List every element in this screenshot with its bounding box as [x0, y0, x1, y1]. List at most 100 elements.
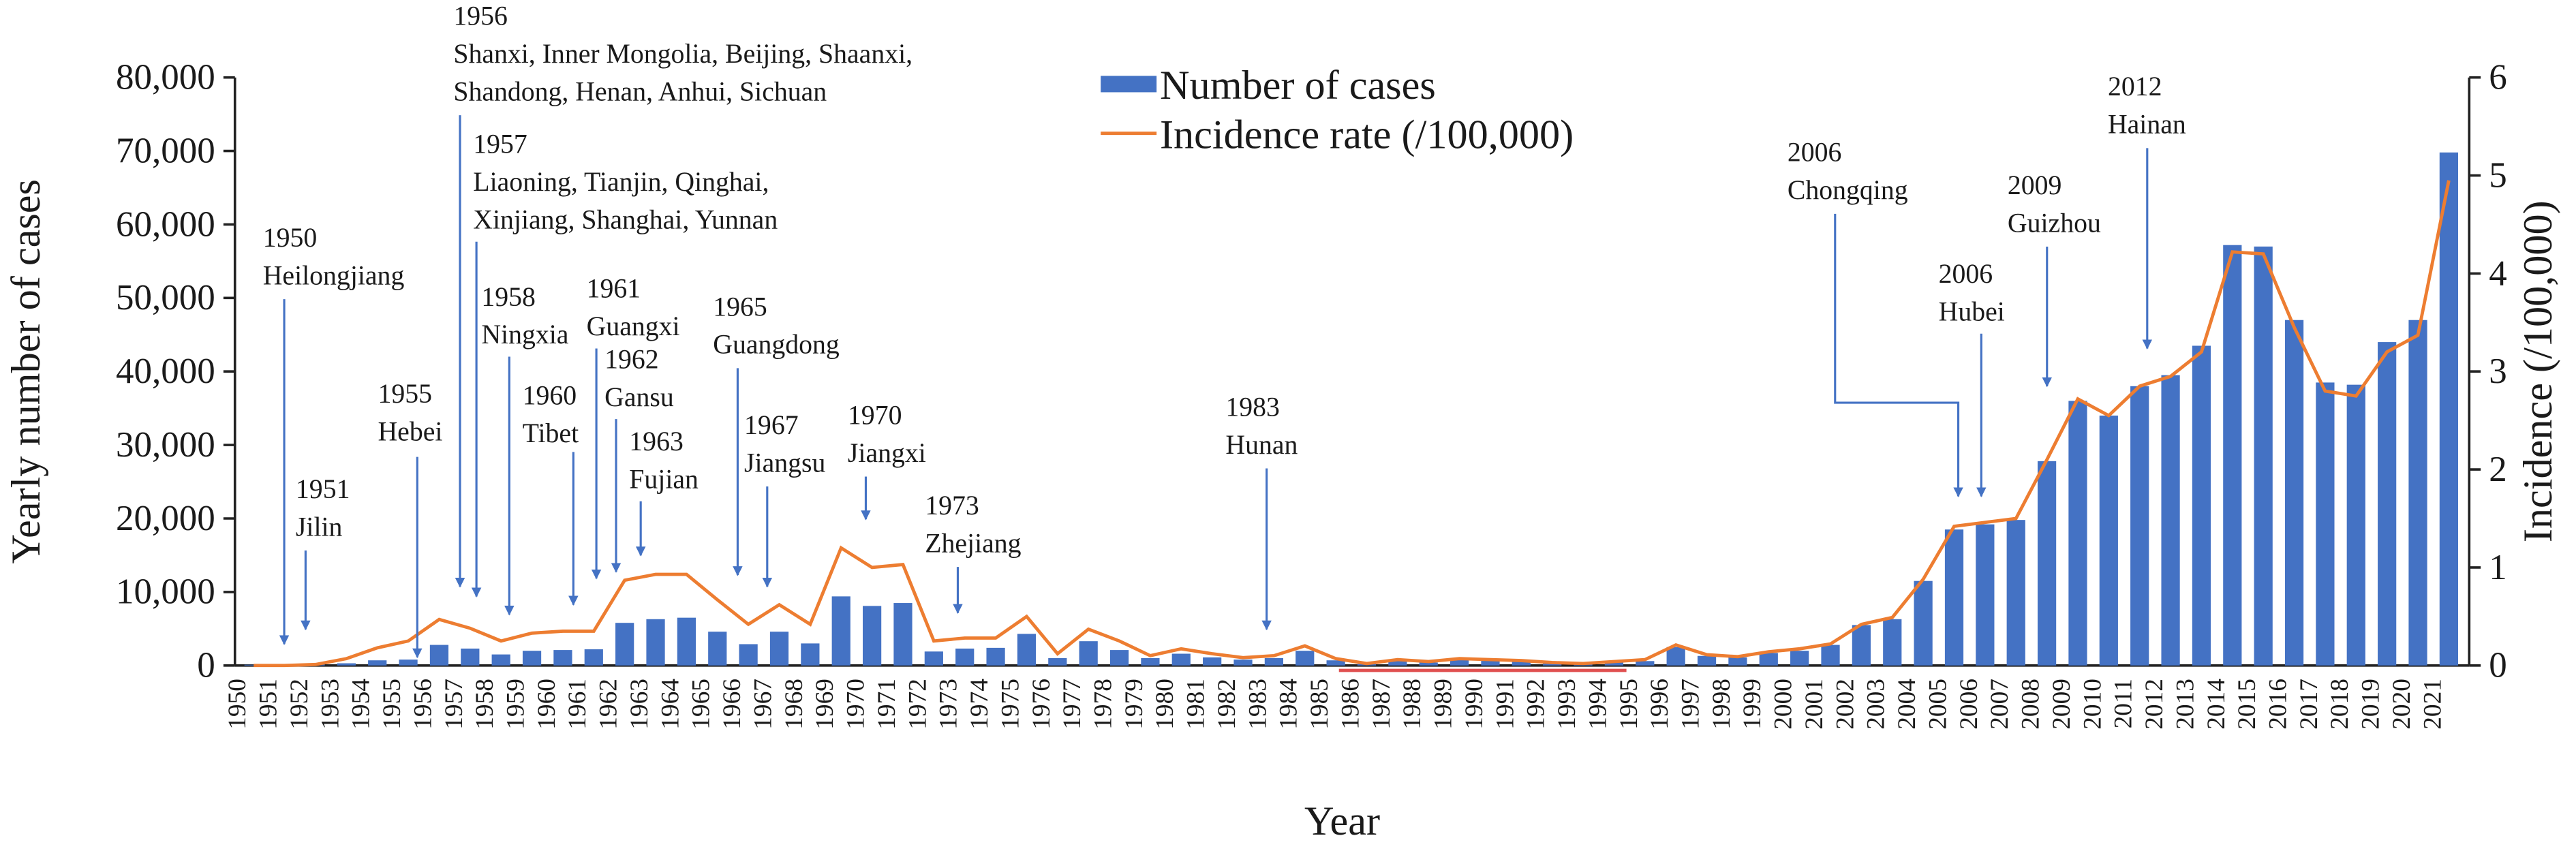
y-tick-label: 50,000 [116, 278, 215, 317]
x-tick-label: 1977 [1058, 679, 1086, 730]
annotation-text: Hunan [1225, 430, 1298, 460]
y-tick-label: 30,000 [116, 425, 215, 465]
bar [1636, 661, 1655, 666]
x-tick-label: 1986 [1336, 679, 1364, 730]
bar [1109, 650, 1129, 666]
x-tick-label: 1957 [440, 679, 468, 730]
bar [1821, 645, 1840, 666]
x-tick-label: 1975 [996, 679, 1024, 730]
bar [429, 645, 449, 666]
bar [1048, 657, 1067, 666]
bar [1295, 651, 1315, 666]
annotation-text: 1958 [481, 282, 536, 312]
y-tick-label: 60,000 [116, 204, 215, 244]
y2-axis-title: Incidence (/100,000) [2515, 200, 2561, 542]
x-tick-label: 1983 [1244, 679, 1272, 730]
annotation-text: 1956 [453, 1, 508, 31]
annotation-text: 2006 [1939, 259, 1993, 289]
annotation-text: 1970 [848, 400, 902, 430]
x-tick-label: 1979 [1120, 679, 1148, 730]
x-tick-label: 1959 [502, 679, 530, 730]
annotation-text: Shandong, Henan, Anhui, Sichuan [453, 76, 827, 106]
bar [862, 606, 882, 666]
y-tick-label: 40,000 [116, 352, 215, 391]
bar [801, 643, 820, 666]
x-tick-label: 1996 [1646, 679, 1674, 730]
x-tick-label: 1982 [1213, 679, 1241, 730]
x-tick-label: 1963 [626, 679, 654, 730]
annotation-text: Jiangxi [848, 438, 926, 468]
x-tick-label: 2017 [2295, 679, 2323, 730]
y-axis-title: Yearly number of cases [3, 179, 49, 563]
x-tick-label: 1987 [1368, 679, 1396, 730]
y-tick-label: 70,000 [116, 131, 215, 170]
annotation-text: Chongqing [1788, 175, 1908, 205]
x-tick-label: 2012 [2141, 679, 2168, 730]
x-tick-label: 1955 [378, 679, 406, 730]
bar [1852, 625, 1871, 666]
annotation-text: Zhejiang [925, 528, 1021, 558]
line [254, 180, 2451, 668]
y-tick-label: 10,000 [116, 572, 215, 612]
bar [1203, 657, 1222, 666]
bar [1233, 660, 1253, 666]
bar [1759, 653, 1778, 666]
x-tick-label: 1998 [1708, 679, 1736, 730]
annotation-text: 2012 [2108, 72, 2162, 102]
annotation-text: Hainan [2108, 110, 2186, 140]
annotation-text: Heilongjiang [263, 260, 405, 290]
bar [491, 654, 510, 666]
x-tick-label: 1960 [533, 679, 561, 730]
bar [677, 617, 696, 666]
annotation-text: Guizhou [2008, 208, 2101, 238]
legend-label: Number of cases [1160, 63, 1436, 108]
legend-swatch [1101, 76, 1157, 93]
x-tick-label: 1993 [1553, 679, 1581, 730]
x-tick-label: 2015 [2233, 679, 2261, 730]
x-tick-label: 1969 [811, 679, 839, 730]
annotation-text: 1963 [629, 427, 684, 456]
bar [739, 644, 758, 666]
x-tick-label: 1994 [1584, 679, 1612, 730]
bar [2316, 382, 2335, 666]
x-tick-label: 2016 [2264, 679, 2292, 730]
bar [2439, 152, 2458, 666]
x-tick-label: 1967 [749, 679, 777, 730]
x-tick-label: 2003 [1862, 679, 1890, 730]
x-tick-label: 1956 [409, 679, 437, 730]
bar [955, 648, 975, 666]
x-tick-label: 2000 [1770, 679, 1798, 730]
bar [1388, 661, 1407, 666]
x-tick-label: 1981 [1182, 679, 1210, 730]
bar [2284, 320, 2304, 666]
bar [1017, 634, 1037, 666]
x-tick-label: 1991 [1491, 679, 1519, 730]
bar [893, 603, 913, 666]
x-tick-label: 1990 [1460, 679, 1488, 730]
legend-label: Incidence rate (/100,000) [1160, 112, 1574, 157]
x-tick-label: 2005 [1924, 679, 1952, 730]
x-tick-label: 1974 [966, 679, 994, 730]
y2-tick-label: 5 [2489, 155, 2507, 195]
annotation-text: 2006 [1788, 138, 1842, 168]
annotation-text: Hubei [1939, 297, 2005, 327]
x-tick-label: 1950 [224, 679, 251, 730]
x-tick-label: 1973 [935, 679, 963, 730]
x-tick-label: 2014 [2203, 679, 2230, 730]
annotation-text: Tibet [523, 418, 579, 448]
annotation-text: 1951 [296, 474, 350, 504]
bar [1141, 657, 1160, 666]
y-tick-label: 0 [197, 646, 215, 685]
x-tick-label: 2011 [2110, 679, 2138, 728]
x-tick-label: 1964 [656, 679, 684, 730]
bar [646, 619, 665, 666]
annotation-text: 1960 [523, 380, 577, 410]
annotation-text: Jiangsu [744, 448, 825, 478]
x-tick-label: 1971 [873, 679, 901, 730]
x-tick-label: 2001 [1800, 679, 1828, 730]
bar [1914, 580, 1933, 666]
annotation-text: 1965 [713, 292, 767, 322]
annotation-text: 1967 [744, 410, 799, 440]
x-tick-label: 1953 [316, 679, 344, 730]
annotation-text: 1973 [925, 491, 979, 521]
